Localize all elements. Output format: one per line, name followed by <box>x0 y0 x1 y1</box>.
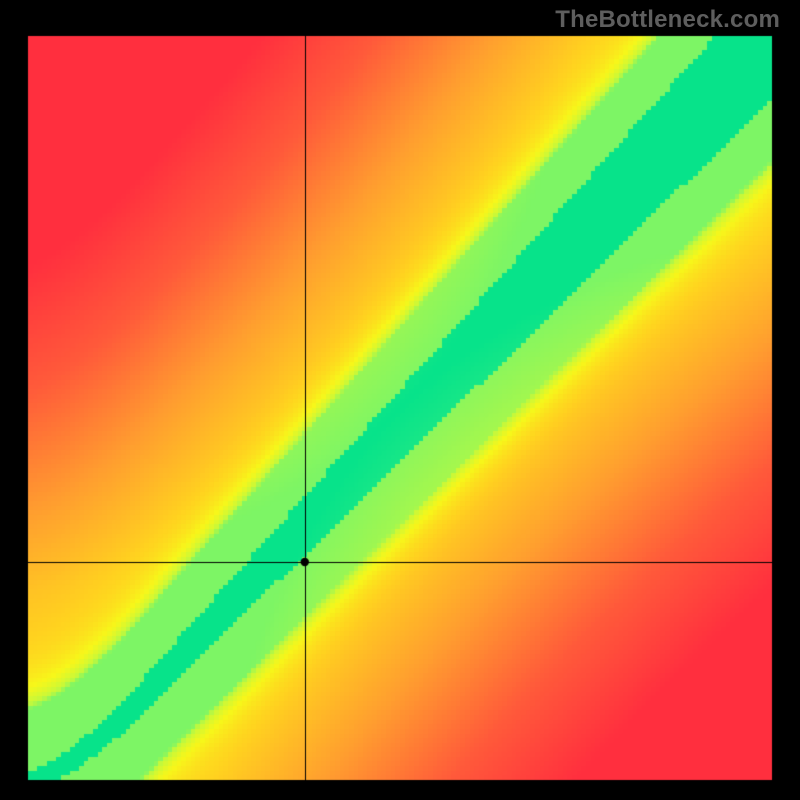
watermark: TheBottleneck.com <box>555 6 780 34</box>
bottleneck-heatmap <box>0 0 800 800</box>
